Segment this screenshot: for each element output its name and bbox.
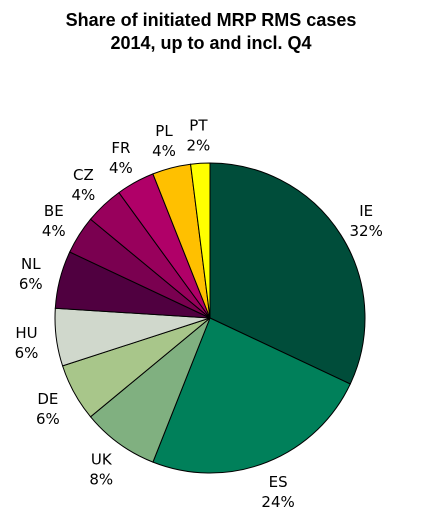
pie-slice-es xyxy=(152,317,351,474)
slice-name-fr: FR xyxy=(111,139,130,157)
pie-slices xyxy=(54,162,366,474)
slice-label-fr: FR 4% xyxy=(109,139,133,177)
slice-percent-pl: 4% xyxy=(152,142,176,160)
slice-percent-es: 24% xyxy=(261,493,294,511)
slice-percent-fr: 4% xyxy=(109,159,133,177)
slice-percent-de: 6% xyxy=(36,410,60,428)
chart-title-line-2: 2014, up to and incl. Q4 xyxy=(110,33,312,53)
slice-percent-hu: 6% xyxy=(15,344,39,362)
slice-percent-uk: 8% xyxy=(89,471,113,489)
slice-percent-be: 4% xyxy=(42,222,66,240)
slice-name-pt: PT xyxy=(189,116,208,134)
slice-name-pl: PL xyxy=(155,122,173,140)
slice-name-be: BE xyxy=(44,202,64,220)
pie-slice-ie xyxy=(209,162,366,385)
slice-name-cz: CZ xyxy=(73,166,94,184)
slice-name-ie: IE xyxy=(359,202,373,220)
pie-labels: IE 32%ES 24%UK 8%DE 6%HU 6%NL 6%BE 4%CZ 4%FR 4%PL… xyxy=(15,116,383,511)
slice-label-cz: CZ 4% xyxy=(72,166,96,204)
slice-label-be: BE 4% xyxy=(42,202,66,240)
chart-title: Share of initiated MRP RMS cases 2014, u… xyxy=(0,9,422,55)
slice-label-uk: UK 8% xyxy=(89,451,113,489)
slice-percent-ie: 32% xyxy=(350,222,383,240)
slice-name-nl: NL xyxy=(21,255,41,273)
slice-label-es: ES 24% xyxy=(261,473,294,511)
slice-name-hu: HU xyxy=(15,324,37,342)
chart-title-line-1: Share of initiated MRP RMS cases xyxy=(65,10,357,30)
pie-slice-pt xyxy=(190,162,211,319)
slice-name-es: ES xyxy=(269,473,288,491)
slice-percent-pt: 2% xyxy=(187,136,211,154)
slice-label-nl: NL 6% xyxy=(19,255,43,293)
slice-label-hu: HU 6% xyxy=(15,324,39,362)
slice-name-uk: UK xyxy=(91,451,113,469)
slice-label-de: DE 6% xyxy=(36,390,60,428)
slice-label-pl: PL 4% xyxy=(152,122,176,160)
slice-label-ie: IE 32% xyxy=(350,202,383,240)
slice-label-pt: PT 2% xyxy=(187,116,211,154)
slice-percent-nl: 6% xyxy=(19,275,43,293)
slice-name-de: DE xyxy=(37,390,58,408)
slice-percent-cz: 4% xyxy=(72,186,96,204)
